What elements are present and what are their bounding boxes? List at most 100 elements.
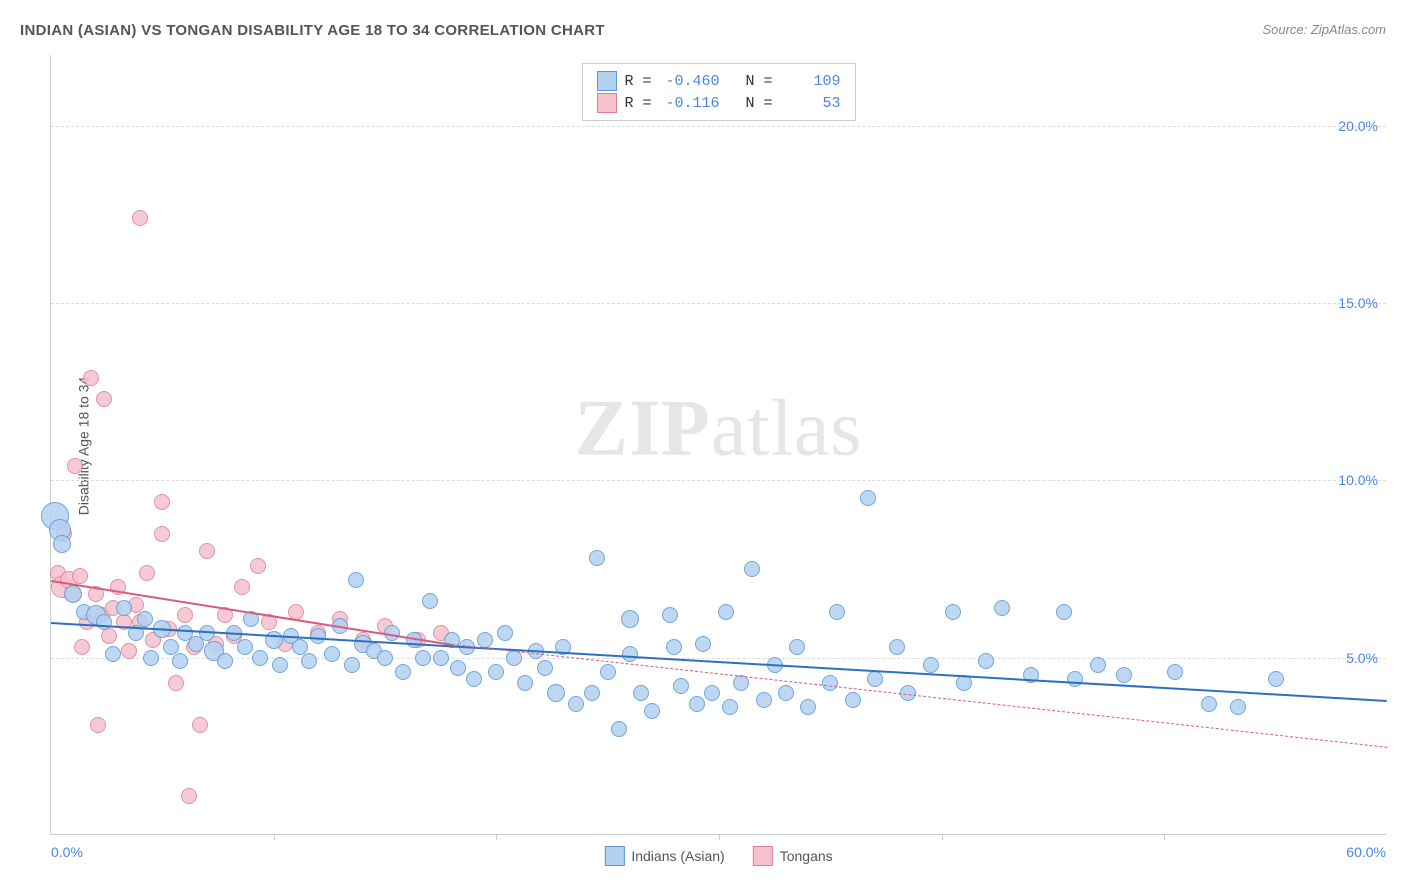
data-point-tongans — [234, 579, 250, 595]
data-point-indians — [116, 600, 132, 616]
data-point-indians — [517, 675, 533, 691]
data-point-indians — [64, 585, 82, 603]
data-point-indians — [889, 639, 905, 655]
data-point-indians — [600, 664, 616, 680]
data-point-indians — [488, 664, 504, 680]
data-point-indians — [172, 653, 188, 669]
stats-row-tongans: R =-0.116N =53 — [596, 92, 840, 114]
data-point-indians — [789, 639, 805, 655]
data-point-tongans — [72, 568, 88, 584]
data-point-indians — [621, 610, 639, 628]
data-point-indians — [568, 696, 584, 712]
data-point-indians — [662, 607, 678, 623]
grid-line — [51, 480, 1386, 481]
r-value-indians: -0.460 — [660, 73, 720, 90]
data-point-indians — [143, 650, 159, 666]
legend-label-tongans: Tongans — [780, 848, 833, 864]
data-point-indians — [301, 653, 317, 669]
data-point-indians — [845, 692, 861, 708]
data-point-indians — [237, 639, 253, 655]
data-point-tongans — [139, 565, 155, 581]
data-point-tongans — [101, 628, 117, 644]
legend-swatch-indians — [604, 846, 624, 866]
data-point-indians — [1201, 696, 1217, 712]
data-point-indians — [800, 699, 816, 715]
data-point-indians — [756, 692, 772, 708]
data-point-indians — [537, 660, 553, 676]
x-tick — [496, 834, 497, 840]
legend-item-indians: Indians (Asian) — [604, 846, 724, 866]
data-point-indians — [923, 657, 939, 673]
grid-line — [51, 303, 1386, 304]
swatch-tongans — [596, 93, 616, 113]
data-point-indians — [860, 490, 876, 506]
data-point-indians — [644, 703, 660, 719]
swatch-indians — [596, 71, 616, 91]
x-tick — [942, 834, 943, 840]
data-point-indians — [450, 660, 466, 676]
data-point-indians — [217, 653, 233, 669]
correlation-stats-box: R =-0.460N =109R =-0.116N =53 — [581, 63, 855, 121]
data-point-indians — [105, 646, 121, 662]
data-point-indians — [53, 535, 71, 553]
legend-label-indians: Indians (Asian) — [631, 848, 724, 864]
data-point-indians — [718, 604, 734, 620]
r-label: R = — [624, 73, 651, 90]
data-point-indians — [778, 685, 794, 701]
data-point-tongans — [96, 391, 112, 407]
data-point-indians — [704, 685, 720, 701]
data-point-tongans — [181, 788, 197, 804]
data-point-indians — [689, 696, 705, 712]
y-tick-label: 10.0% — [1338, 472, 1378, 488]
data-point-tongans — [154, 526, 170, 542]
data-point-tongans — [121, 643, 137, 659]
n-value-tongans: 53 — [781, 95, 841, 112]
x-tick — [1164, 834, 1165, 840]
data-point-tongans — [90, 717, 106, 733]
chart-title: INDIAN (ASIAN) VS TONGAN DISABILITY AGE … — [20, 22, 605, 39]
data-point-indians — [497, 625, 513, 641]
data-point-indians — [666, 639, 682, 655]
data-point-indians — [1167, 664, 1183, 680]
data-point-indians — [822, 675, 838, 691]
y-tick-label: 5.0% — [1346, 650, 1378, 666]
data-point-tongans — [168, 675, 184, 691]
bottom-legend: Indians (Asian) Tongans — [604, 846, 832, 866]
data-point-indians — [348, 572, 364, 588]
data-point-indians — [96, 614, 112, 630]
data-point-indians — [1056, 604, 1072, 620]
legend-item-tongans: Tongans — [753, 846, 833, 866]
data-point-tongans — [192, 717, 208, 733]
data-point-indians — [466, 671, 482, 687]
data-point-indians — [324, 646, 340, 662]
data-point-tongans — [199, 543, 215, 559]
data-point-tongans — [67, 458, 83, 474]
r-label: R = — [624, 95, 651, 112]
y-tick-label: 20.0% — [1338, 118, 1378, 134]
x-tick — [719, 834, 720, 840]
legend-swatch-tongans — [753, 846, 773, 866]
data-point-indians — [272, 657, 288, 673]
data-point-indians — [744, 561, 760, 577]
data-point-indians — [1268, 671, 1284, 687]
x-tick — [274, 834, 275, 840]
stats-row-indians: R =-0.460N =109 — [596, 70, 840, 92]
data-point-indians — [547, 684, 565, 702]
data-point-indians — [867, 671, 883, 687]
data-point-indians — [1067, 671, 1083, 687]
data-point-tongans — [83, 370, 99, 386]
chart-source: Source: ZipAtlas.com — [1262, 22, 1386, 37]
data-point-indians — [377, 650, 393, 666]
n-value-indians: 109 — [781, 73, 841, 90]
data-point-indians — [722, 699, 738, 715]
data-point-tongans — [74, 639, 90, 655]
data-point-indians — [611, 721, 627, 737]
data-point-indians — [395, 664, 411, 680]
data-point-indians — [978, 653, 994, 669]
data-point-indians — [622, 646, 638, 662]
data-point-indians — [829, 604, 845, 620]
watermark-bold: ZIP — [575, 384, 711, 472]
grid-line — [51, 658, 1386, 659]
data-point-indians — [633, 685, 649, 701]
data-point-indians — [584, 685, 600, 701]
